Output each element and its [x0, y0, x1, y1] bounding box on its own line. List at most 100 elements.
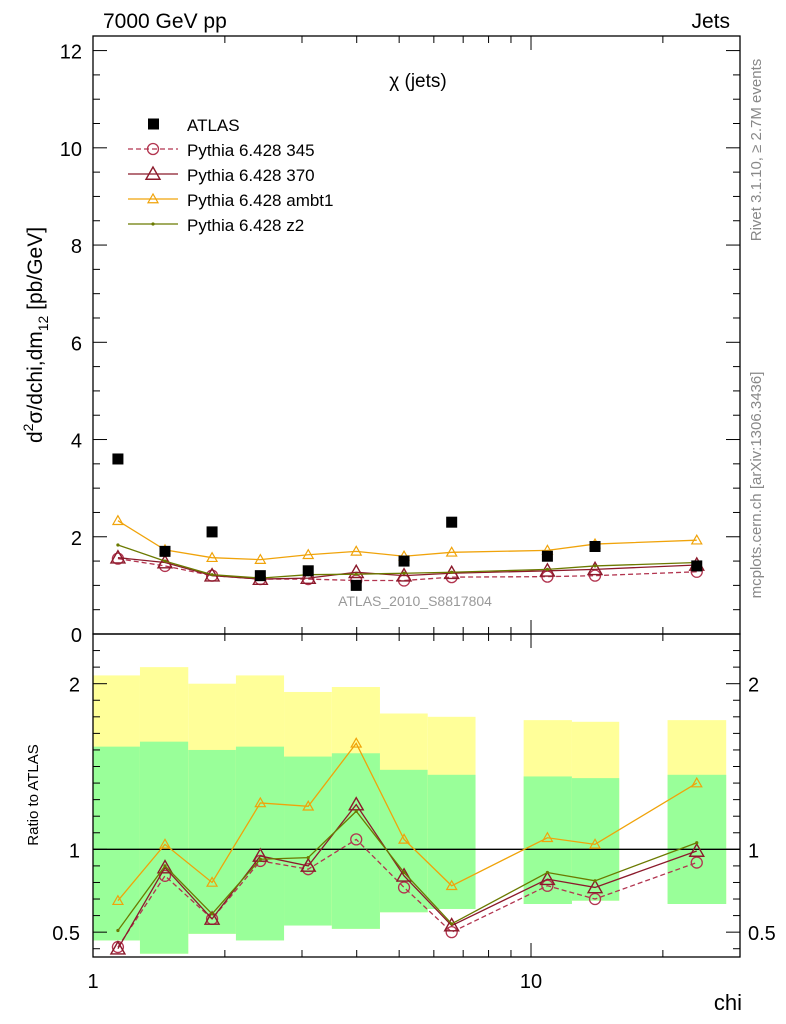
series-point-3: [354, 572, 358, 576]
series-ratio-point-3: [695, 841, 699, 845]
atlas-point: [302, 565, 314, 577]
legend-atlas-marker: [148, 118, 159, 130]
series-ratio-point-3: [545, 870, 550, 875]
header-left: 7000 GeV pp: [103, 10, 227, 33]
series-ratio-line-2: [117, 742, 698, 902]
series-ratio-point-1: [395, 867, 413, 882]
ratio-band-green: [93, 746, 140, 941]
legend-label-2: Pythia 6.428 ambt1: [187, 191, 333, 210]
series-ratio-point-0: [588, 892, 602, 906]
ratio-tick-label-right: 1: [748, 840, 759, 862]
mcplots-label: mcplots.cern.ch [arXiv:1306.3436]: [748, 372, 765, 599]
legend-marker-3: [151, 222, 155, 226]
y-label-unit: [pb/GeV]: [24, 227, 47, 316]
atlas-point: [206, 526, 218, 538]
series-point-2: [445, 546, 458, 557]
series-ratio-point-3: [593, 879, 597, 883]
series-ratio-point-2: [398, 833, 411, 844]
legend-atlas-label: ATLAS: [187, 116, 240, 135]
series-ratio-point-2: [158, 838, 172, 849]
series-point-2: [254, 553, 267, 564]
series-ratio-point-1: [109, 940, 127, 955]
series-ratio-point-1: [156, 859, 174, 874]
x-tick-label: 10: [520, 971, 542, 993]
ratio-tick-label-right: 0.5: [748, 923, 776, 945]
ratio-frame: [92, 633, 741, 958]
legend-label-0: Pythia 6.428 345: [187, 141, 315, 160]
rivet-label: Rivet 3.1.10, ≥ 2.7M events: [748, 59, 765, 242]
y-tick-label: 2: [71, 528, 82, 550]
y-tick-label: 8: [71, 236, 82, 258]
series-ratio-point-3: [450, 922, 454, 926]
series-ratio-point-1: [586, 879, 604, 894]
y-tick-label: 10: [60, 139, 82, 161]
legend-marker-1: [144, 165, 162, 180]
series-ratio-point-3: [210, 912, 214, 916]
series-ratio-point-3: [354, 809, 358, 813]
series-point-3: [163, 559, 167, 563]
watermark: ATLAS_2010_S8817804: [338, 593, 492, 609]
series-point-2: [350, 545, 363, 556]
series-ratio-point-1: [688, 842, 705, 857]
atlas-point: [350, 579, 362, 591]
chart-title: χ (jets): [389, 71, 446, 92]
series-point-3: [593, 564, 597, 568]
header-right: Jets: [691, 10, 730, 33]
series-ratio-point-2: [206, 876, 219, 887]
y-label-d: d: [24, 431, 47, 443]
y-tick-label: 0: [71, 625, 82, 647]
x-axis-label: chi: [714, 990, 742, 1015]
y-tick-label: 6: [71, 333, 82, 355]
series-ratio-point-0: [445, 926, 458, 939]
atlas-point: [691, 560, 703, 572]
series-point-3: [116, 543, 120, 547]
series-point-1: [348, 563, 365, 579]
y-tick-label: 12: [60, 42, 82, 64]
atlas-point: [541, 550, 553, 562]
ratio-tick-label-left: 2: [69, 675, 80, 697]
ratio-band-green: [188, 749, 236, 934]
series-point-1: [586, 560, 604, 576]
series-ratio-point-2: [350, 737, 363, 748]
series-ratio-point-2: [541, 831, 554, 843]
ratio-tick-label-left: 0.5: [52, 923, 80, 945]
atlas-point: [112, 453, 124, 465]
ratio-band-green: [427, 774, 476, 909]
series-ratio-point-1: [252, 847, 269, 862]
series-ratio-line-1: [117, 803, 697, 950]
series-point-1: [300, 569, 317, 585]
series-ratio-point-0: [541, 879, 554, 892]
series-ratio-point-0: [350, 833, 363, 846]
series-line-2: [117, 520, 697, 561]
series-ratio-point-1: [203, 910, 221, 925]
x-tick-label: 1: [87, 971, 98, 993]
series-point-1: [109, 549, 127, 564]
series-point-2: [206, 551, 219, 563]
legend-marker-0: [146, 142, 160, 156]
series-point-3: [402, 571, 406, 575]
series-ratio-point-1: [539, 870, 556, 886]
series-ratio-point-2: [111, 894, 124, 906]
series-ratio-point-2: [690, 776, 703, 788]
series-ratio-point-3: [402, 870, 406, 875]
y-label-mid: σ/dchi,dm: [24, 331, 47, 423]
ratio-band-green: [667, 774, 727, 904]
series-ratio-point-2: [445, 879, 458, 891]
series-ratio-point-0: [397, 881, 411, 894]
atlas-point: [159, 545, 171, 557]
y-axis-label: d2σ/dchi,dm12 [pb/GeV]: [20, 227, 51, 443]
series-ratio-point-3: [163, 864, 167, 868]
series-point-2: [690, 533, 703, 545]
ratio-band-green: [331, 753, 380, 929]
series-point-2: [302, 548, 315, 560]
series-ratio-point-1: [300, 857, 317, 872]
series-ratio-point-2: [588, 838, 602, 849]
y-tick-label: 4: [71, 431, 82, 453]
series-point-0: [588, 569, 602, 582]
y-label-sub: 12: [35, 315, 51, 331]
series-ratio-point-0: [690, 856, 703, 869]
legend-label-1: Pythia 6.428 370: [187, 166, 315, 185]
series-ratio-point-3: [116, 928, 120, 933]
